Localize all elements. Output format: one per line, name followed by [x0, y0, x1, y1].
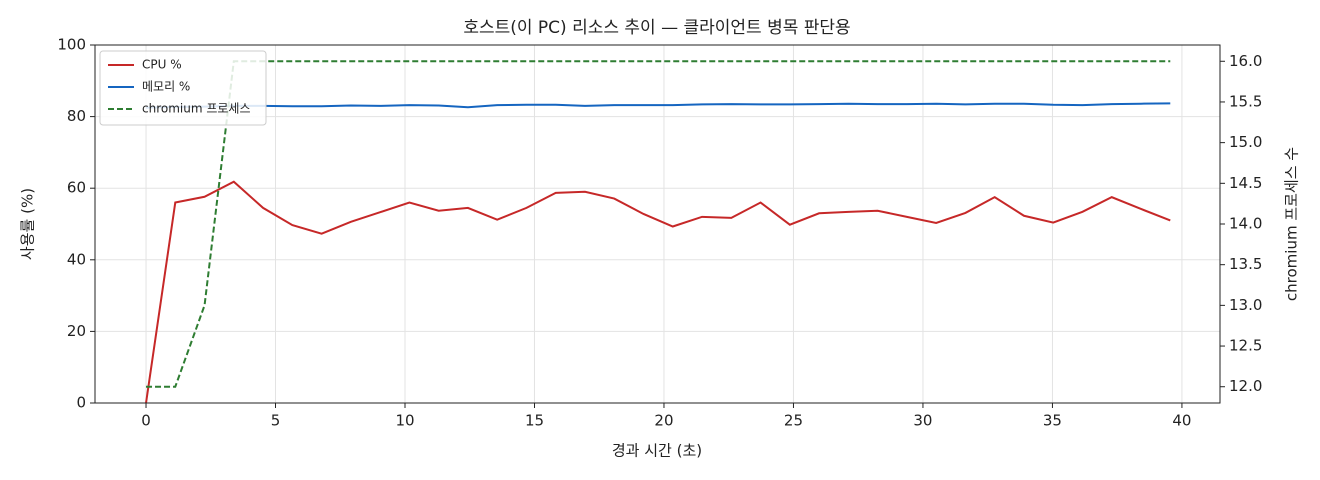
- y-tick-label: 20: [67, 322, 86, 340]
- y2-tick-label: 12.0: [1229, 377, 1262, 395]
- legend-label: chromium 프로세스: [142, 102, 251, 116]
- x-axis-label: 경과 시간 (초): [612, 442, 702, 460]
- y2-tick-label: 13.0: [1229, 296, 1262, 314]
- x-tick-label: 15: [525, 412, 544, 430]
- series-line: [145, 102, 1171, 109]
- x-tick-label: 10: [395, 412, 414, 430]
- legend-label: 메모리 %: [142, 80, 190, 94]
- chart-title: 호스트(이 PC) 리소스 추이 — 클라이언트 병목 판단용: [463, 18, 850, 38]
- y2-tick-label: 16.0: [1229, 52, 1262, 70]
- legend-box: [99, 50, 267, 126]
- y2-tick-label: 15.0: [1229, 133, 1262, 151]
- x-tick-label: 40: [1172, 412, 1191, 430]
- x-tick-label: 35: [1043, 412, 1062, 430]
- series-line: [145, 180, 1171, 404]
- x-tick-label: 30: [913, 412, 932, 430]
- y2-tick-label: 14.0: [1229, 215, 1262, 233]
- series-line: [146, 60, 1171, 388]
- x-tick-label: 5: [271, 412, 281, 430]
- x-tick-label: 20: [654, 412, 673, 430]
- y2-tick-label: 15.5: [1229, 92, 1262, 110]
- x-tick-label: 0: [141, 412, 151, 430]
- y-tick-label: 100: [57, 36, 86, 54]
- y2-tick-label: 12.5: [1229, 337, 1262, 355]
- y2-tick-label: 14.5: [1229, 174, 1262, 192]
- y2-tick-label: 13.5: [1229, 255, 1262, 273]
- y-tick-label: 0: [76, 394, 86, 412]
- y-tick-label: 80: [67, 107, 86, 125]
- y-axis-label: 사용률 (%): [19, 188, 37, 260]
- legend-label: CPU %: [142, 58, 182, 72]
- plot-frame: [94, 44, 1221, 404]
- y-tick-label: 60: [67, 179, 86, 197]
- y2-axis-label: chromium 프로세스 수: [1283, 147, 1301, 301]
- x-tick-label: 25: [784, 412, 803, 430]
- legend: CPU % 메모리 % chromium 프로세스: [99, 50, 267, 126]
- y-tick-label: 40: [67, 250, 86, 268]
